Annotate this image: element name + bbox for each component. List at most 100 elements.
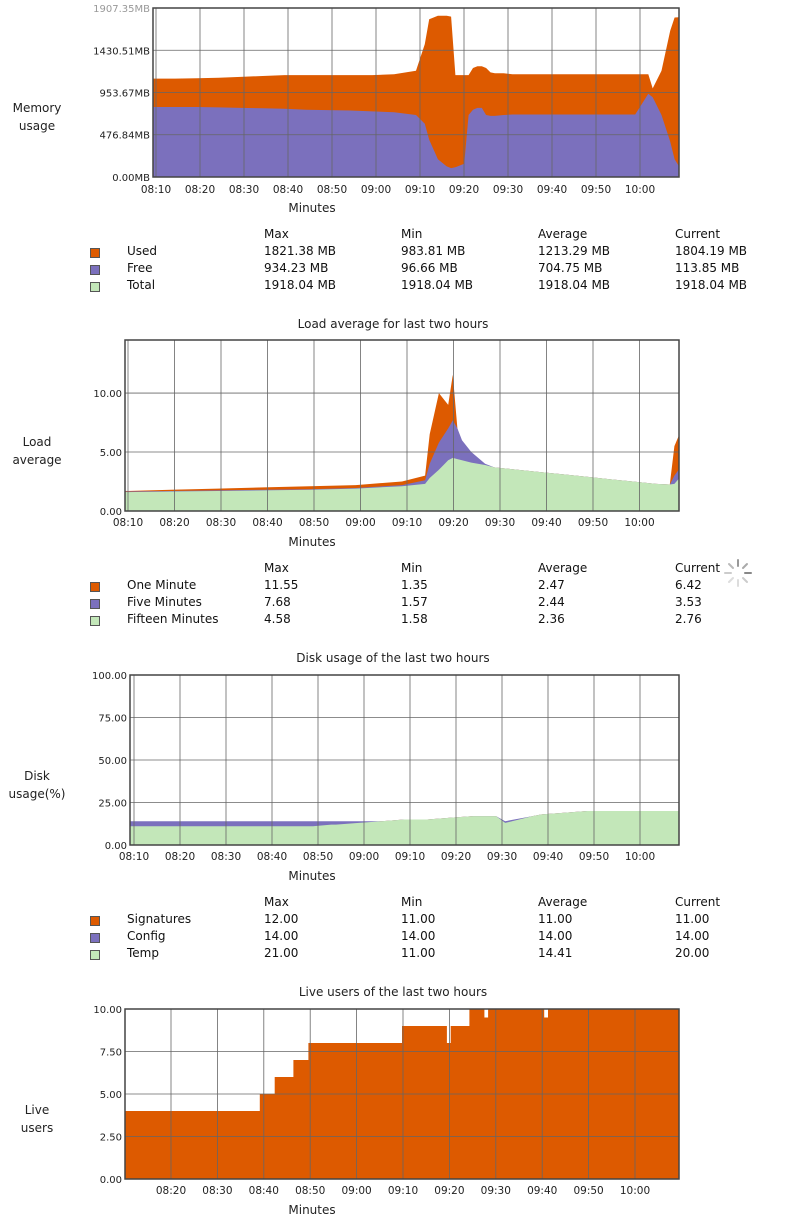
- legend-max: 1918.04 MB: [264, 278, 337, 292]
- y-tick-label: 7.50: [100, 1048, 122, 1059]
- legend-max: 4.58: [264, 612, 291, 626]
- disk-label-line1: Disk: [24, 769, 50, 783]
- y-tick-label: 10.00: [93, 389, 122, 400]
- x-tick-label: 08:50: [317, 184, 347, 196]
- legend-current: 1804.19 MB: [675, 244, 748, 258]
- legend-min: 96.66 MB: [401, 261, 458, 275]
- x-tick-label: 08:20: [159, 517, 189, 529]
- load-chart-title: Load average for last two hours: [297, 317, 489, 331]
- x-tick-label: 08:20: [185, 184, 215, 196]
- legend-row: Free 934.23 MB 96.66 MB 704.75 MB 113.85…: [0, 261, 786, 278]
- legend-row: Fifteen Minutes 4.58 1.58 2.36 2.76: [0, 612, 786, 629]
- legend-min: 1918.04 MB: [401, 278, 474, 292]
- legend-min: 1.35: [401, 578, 428, 592]
- users-chart: 08:20 08:30 08:40 08:50 09:00 09:10 09:20 09:30…: [93, 1005, 680, 1197]
- disk-chart-title: Disk usage of the last two hours: [296, 651, 490, 665]
- legend-average: 1213.29 MB: [538, 244, 611, 258]
- y-tick-label: 10.00: [93, 1005, 122, 1016]
- legend-header-max: Max: [264, 561, 289, 575]
- legend-name: Config: [127, 929, 166, 943]
- y-tick-label: 476.84MB: [100, 131, 151, 142]
- legend-row: Config 14.00 14.00 14.00 14.00: [0, 929, 786, 946]
- legend-name: Temp: [127, 946, 159, 960]
- memory-side-label: Memory usage: [0, 99, 74, 135]
- legend-max: 934.23 MB: [264, 261, 329, 275]
- legend-max: 14.00: [264, 929, 299, 943]
- memory-chart: 08:10 08:20 08:30 08:40 08:50 09:00 09:10 09:20…: [93, 4, 680, 196]
- series-area-fifteen-minutes: [125, 457, 679, 511]
- load-label-line1: Load: [22, 435, 52, 449]
- x-tick-label: 09:50: [581, 184, 611, 196]
- users-side-label: Live users: [0, 1101, 74, 1137]
- x-tick-label: 09:30: [481, 1185, 511, 1197]
- memory-label-line2: usage: [18, 119, 56, 133]
- legend-swatch: [90, 282, 100, 292]
- legend-header-min: Min: [401, 561, 423, 575]
- x-tick-label: 08:40: [273, 184, 303, 196]
- legend-swatch: [90, 582, 100, 592]
- legend-min: 11.00: [401, 912, 436, 926]
- x-tick-label: 09:20: [449, 184, 479, 196]
- disk-chart: 08:10 08:20 08:30 08:40 08:50 09:00 09:10 09:20…: [92, 671, 680, 863]
- x-tick-label: 09:50: [573, 1185, 603, 1197]
- x-tick-label: 09:30: [493, 184, 523, 196]
- legend-swatch: [90, 933, 100, 943]
- x-tick-label: 08:10: [141, 184, 171, 196]
- x-tick-label: 08:30: [202, 1185, 232, 1197]
- legend-header-max: Max: [264, 227, 289, 241]
- x-tick-label: 09:00: [345, 517, 375, 529]
- y-tick-label: 100.00: [92, 671, 127, 682]
- legend-average: 2.47: [538, 578, 565, 592]
- legend-header-min: Min: [401, 895, 423, 909]
- legend-current: 113.85 MB: [675, 261, 740, 275]
- legend-swatch: [90, 616, 100, 626]
- load-xlabel: Minutes: [288, 535, 336, 549]
- load-chart: 08:10 08:20 08:30 08:40 08:50 09:00 09:10 09:20…: [93, 339, 680, 529]
- legend-header-average: Average: [538, 561, 588, 575]
- legend-name: Free: [127, 261, 153, 275]
- legend-max: 1821.38 MB: [264, 244, 337, 258]
- legend-name: Five Minutes: [127, 595, 202, 609]
- legend-max: 12.00: [264, 912, 299, 926]
- legend-max: 21.00: [264, 946, 299, 960]
- legend-row: Signatures 12.00 11.00 11.00 11.00: [0, 912, 786, 929]
- x-tick-label: 09:20: [441, 851, 471, 863]
- plot-frame: [124, 1008, 680, 1180]
- plot-frame: [124, 339, 680, 512]
- series-area-temp: [130, 811, 679, 845]
- legend-swatch: [90, 248, 100, 258]
- x-tick-label: 09:00: [361, 184, 391, 196]
- legend-max: 7.68: [264, 595, 291, 609]
- legend-swatch: [90, 916, 100, 926]
- legend-header-average: Average: [538, 895, 588, 909]
- legend-header-current: Current: [675, 227, 721, 241]
- disk-xlabel: Minutes: [288, 869, 336, 883]
- legend-current: 2.76: [675, 612, 702, 626]
- x-tick-label: 10:00: [625, 851, 655, 863]
- x-tick-label: 09:20: [434, 1185, 464, 1197]
- series-area-free: [153, 93, 679, 177]
- load-side-label: Load average: [0, 433, 74, 469]
- x-tick-label: 10:00: [625, 184, 655, 196]
- y-tick-label: 0.00: [100, 507, 122, 518]
- x-tick-label: 08:10: [119, 851, 149, 863]
- x-tick-label: 08:20: [165, 851, 195, 863]
- y-tick-label: 0.00: [100, 1175, 122, 1186]
- legend-current: 11.00: [675, 912, 710, 926]
- legend-average: 1918.04 MB: [538, 278, 611, 292]
- legend-average: 14.41: [538, 946, 573, 960]
- legend-average: 704.75 MB: [538, 261, 603, 275]
- users-xlabel: Minutes: [288, 1203, 336, 1217]
- users-label-line2: users: [20, 1121, 54, 1135]
- memory-label-line1: Memory: [12, 101, 62, 115]
- legend-min: 1.57: [401, 595, 428, 609]
- y-tick-label: 50.00: [98, 756, 127, 767]
- x-tick-label: 09:40: [527, 1185, 557, 1197]
- legend-current: 6.42: [675, 578, 702, 592]
- load-label-line2: average: [12, 453, 62, 467]
- plot-frame: [129, 674, 680, 846]
- users-label-line1: Live: [24, 1103, 50, 1117]
- y-tick-label: 2.50: [100, 1133, 122, 1144]
- x-tick-label: 08:50: [303, 851, 333, 863]
- x-tick-label: 09:20: [438, 517, 468, 529]
